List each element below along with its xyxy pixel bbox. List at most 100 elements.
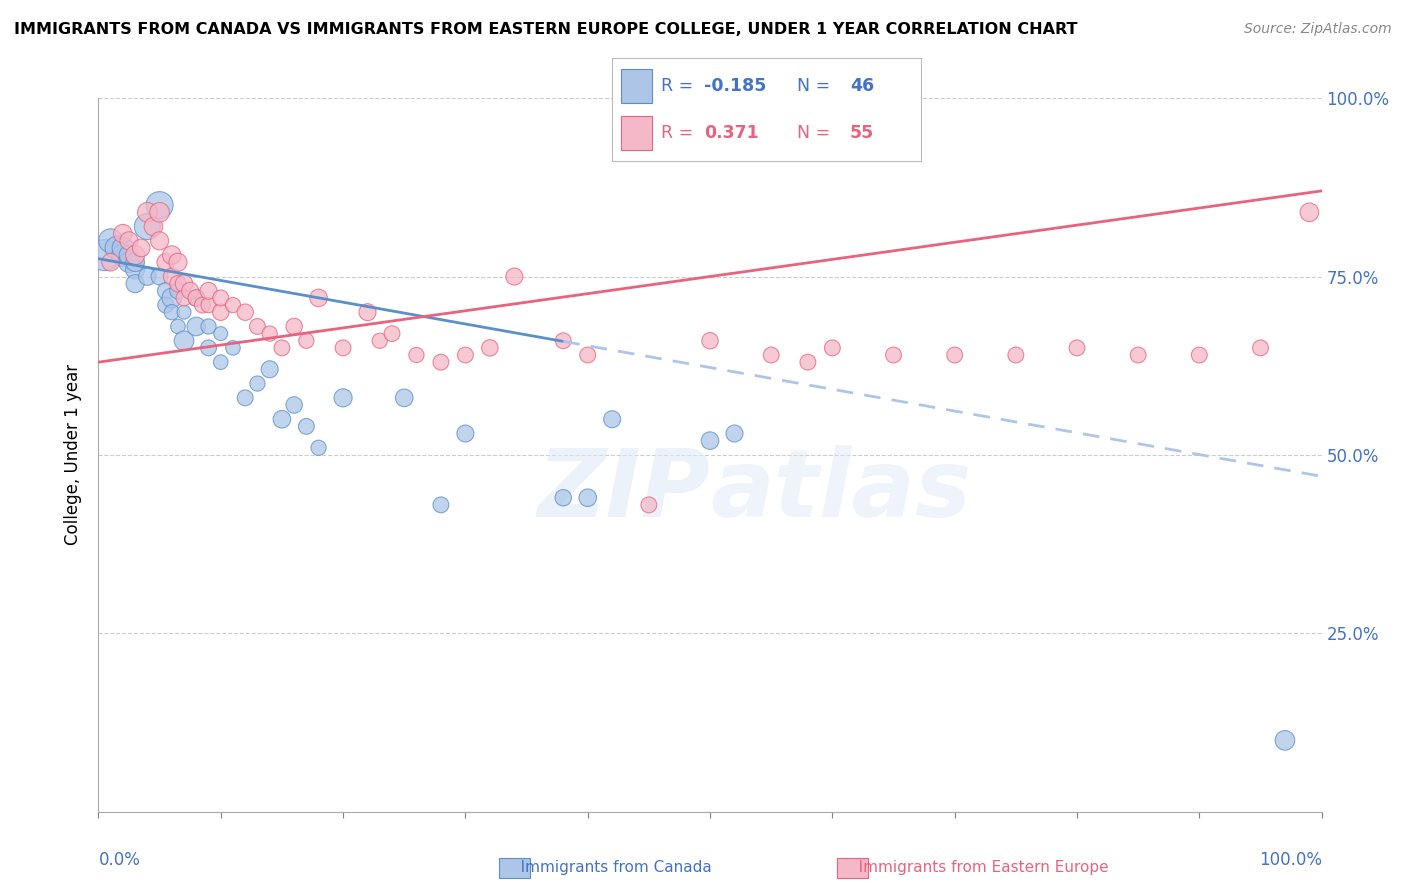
Point	[209, 326, 232, 341]
Point	[233, 305, 256, 319]
Point	[173, 305, 195, 319]
Point	[699, 434, 721, 448]
Text: 55: 55	[849, 124, 875, 143]
Point	[197, 298, 219, 312]
Point	[883, 348, 905, 362]
Text: N =: N =	[797, 78, 837, 95]
Point	[1298, 205, 1320, 219]
Point	[124, 248, 146, 262]
Point	[503, 269, 526, 284]
Point	[124, 255, 146, 269]
Point	[160, 291, 183, 305]
Point	[167, 255, 190, 269]
Point	[295, 419, 318, 434]
Point	[167, 319, 190, 334]
Point	[209, 305, 232, 319]
Point	[797, 355, 820, 369]
Point	[118, 248, 141, 262]
Point	[105, 241, 128, 255]
Text: N =: N =	[797, 124, 837, 143]
Point	[149, 198, 172, 212]
Point	[270, 341, 294, 355]
Point	[191, 298, 214, 312]
Text: 100.0%: 100.0%	[1258, 851, 1322, 869]
Point	[246, 319, 269, 334]
Point	[118, 255, 141, 269]
Point	[638, 498, 661, 512]
Point	[821, 341, 844, 355]
Point	[283, 398, 305, 412]
Point	[155, 284, 177, 298]
Point	[430, 498, 453, 512]
Point	[167, 277, 190, 291]
Bar	[621, 117, 652, 150]
Point	[600, 412, 623, 426]
Point	[553, 334, 575, 348]
Point	[332, 341, 354, 355]
Text: Immigrants from Eastern Europe: Immigrants from Eastern Europe	[844, 860, 1108, 874]
Point	[118, 234, 141, 248]
Point	[1004, 348, 1026, 362]
Point	[478, 341, 501, 355]
Point	[186, 291, 208, 305]
Point	[197, 284, 219, 298]
Point	[197, 319, 219, 334]
Point	[149, 234, 172, 248]
Point	[136, 269, 159, 284]
Point	[295, 334, 318, 348]
Text: ZIP: ZIP	[537, 444, 710, 537]
Point	[576, 491, 599, 505]
Point	[576, 348, 599, 362]
Y-axis label: College, Under 1 year: College, Under 1 year	[65, 364, 83, 546]
Point	[111, 227, 134, 241]
Point	[100, 234, 122, 248]
Point	[368, 334, 391, 348]
Point	[1274, 733, 1296, 747]
Point	[100, 255, 122, 269]
Point	[173, 334, 195, 348]
Point	[222, 341, 245, 355]
Point	[308, 291, 330, 305]
Point	[943, 348, 966, 362]
Point	[699, 334, 721, 348]
Point	[155, 298, 177, 312]
Point	[136, 205, 159, 219]
Point	[454, 348, 477, 362]
Text: R =: R =	[661, 78, 699, 95]
Point	[392, 391, 416, 405]
Point	[1188, 348, 1211, 362]
Point	[124, 262, 146, 277]
Point	[233, 391, 256, 405]
Text: Source: ZipAtlas.com: Source: ZipAtlas.com	[1244, 22, 1392, 37]
Point	[246, 376, 269, 391]
Point	[173, 277, 195, 291]
Point	[197, 341, 219, 355]
Point	[222, 298, 245, 312]
Bar	[621, 70, 652, 103]
Text: 46: 46	[849, 78, 875, 95]
Point	[761, 348, 783, 362]
Point	[124, 277, 146, 291]
Text: Immigrants from Canada: Immigrants from Canada	[506, 860, 711, 874]
Text: 0.371: 0.371	[704, 124, 759, 143]
Point	[259, 326, 281, 341]
Point	[454, 426, 477, 441]
Point	[186, 291, 208, 305]
Text: 0.0%: 0.0%	[98, 851, 141, 869]
Point	[308, 441, 330, 455]
Point	[160, 269, 183, 284]
Point	[1249, 341, 1271, 355]
Point	[142, 219, 165, 234]
Point	[136, 219, 159, 234]
Point	[93, 248, 115, 262]
Point	[111, 248, 134, 262]
Point	[160, 248, 183, 262]
Point	[209, 355, 232, 369]
Point	[129, 241, 152, 255]
Text: R =: R =	[661, 124, 704, 143]
Point	[259, 362, 281, 376]
Point	[723, 426, 745, 441]
Point	[167, 284, 190, 298]
Point	[1128, 348, 1150, 362]
Text: -0.185: -0.185	[704, 78, 766, 95]
